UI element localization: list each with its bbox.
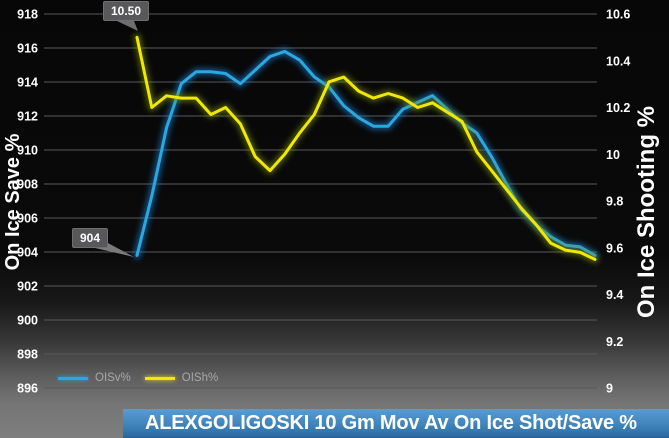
chart-title: ALEXGOLIGOSKI 10 Gm Mov Av On Ice Shot/S… <box>145 412 637 434</box>
legend-item-oish[interactable]: OISh% <box>144 372 219 384</box>
data-label-text: 10.50 <box>111 4 142 18</box>
right-axis-tick-label: 9.2 <box>606 335 623 349</box>
legend: OISv% OISh% <box>58 372 218 384</box>
left-axis-tick-label: 896 <box>17 382 38 396</box>
right-axis-tick-label: 9.6 <box>606 241 623 255</box>
left-axis-tick-label: 902 <box>17 280 38 294</box>
left-axis-title: On Ice Save % <box>2 133 24 271</box>
right-axis-tick-label: 10.4 <box>606 54 630 68</box>
left-axis-tick-label: 906 <box>17 212 38 226</box>
data-label-oisv-first: 904 <box>72 228 109 248</box>
right-axis-tick-label: 10.6 <box>606 8 630 22</box>
legend-label-oisv: OISv% <box>95 372 131 384</box>
right-axis-tick-label: 10 <box>606 148 620 162</box>
right-axis-tick-label: 10.2 <box>606 101 630 115</box>
data-label-oish-first: 10.50 <box>103 1 150 21</box>
right-axis-tick-label: 9.8 <box>606 195 623 209</box>
legend-item-oisv[interactable]: OISv% <box>58 372 131 384</box>
legend-swatch-oisv <box>58 376 88 380</box>
left-axis-tick-label: 898 <box>17 348 38 362</box>
left-axis-tick-label: 918 <box>17 8 38 22</box>
right-axis-tick-label: 9 <box>606 382 613 396</box>
right-axis-tick-label: 9.4 <box>606 288 623 302</box>
left-axis-tick-label: 904 <box>17 246 38 260</box>
left-axis-tick-label: 914 <box>17 76 38 90</box>
legend-label-oish: OISh% <box>181 372 219 384</box>
title-bar[interactable]: ALEXGOLIGOSKI 10 Gm Mov Av On Ice Shot/S… <box>123 409 669 438</box>
left-axis-tick-label: 910 <box>17 144 38 158</box>
callout-pointer-oish <box>117 21 138 31</box>
right-axis-title: On Ice Shooting % <box>633 106 660 319</box>
legend-swatch-oish <box>144 376 175 380</box>
series-line-OISh%[interactable] <box>135 35 597 261</box>
left-axis-tick-label: 916 <box>17 42 38 56</box>
left-axis-tick-label: 908 <box>17 178 38 192</box>
left-axis-tick-label: 912 <box>17 110 38 124</box>
left-axis-tick-label: 900 <box>17 314 38 328</box>
data-label-text: 904 <box>80 231 101 245</box>
